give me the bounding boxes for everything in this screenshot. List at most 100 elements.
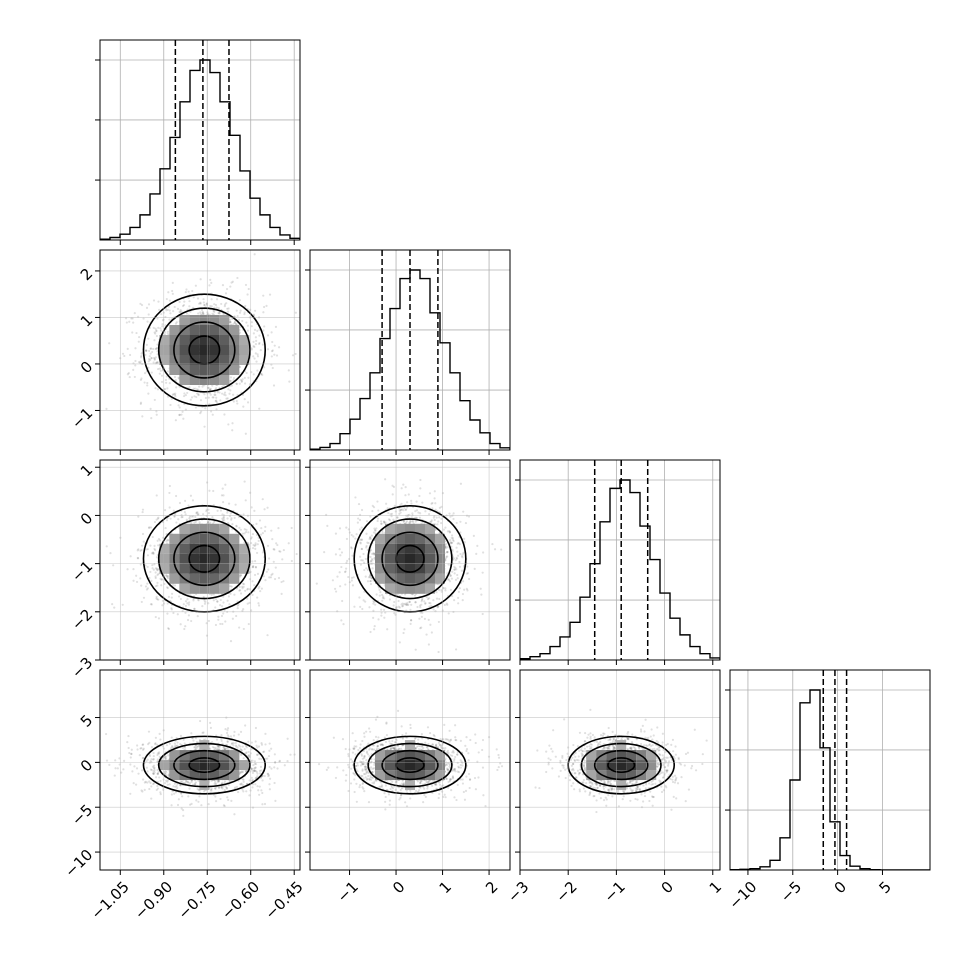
sample-point bbox=[273, 354, 275, 356]
sample-point bbox=[148, 527, 150, 529]
sample-point bbox=[410, 500, 412, 502]
sample-point bbox=[167, 539, 169, 541]
sample-point bbox=[223, 413, 225, 415]
sample-point bbox=[244, 398, 246, 400]
sample-point bbox=[262, 311, 264, 313]
sample-point bbox=[260, 527, 262, 529]
sample-point bbox=[210, 727, 212, 729]
density-cell bbox=[239, 554, 249, 564]
sample-point bbox=[271, 341, 273, 343]
sample-point bbox=[204, 603, 206, 605]
sample-point bbox=[123, 760, 125, 762]
sample-point bbox=[196, 392, 198, 394]
sample-point bbox=[169, 309, 171, 311]
sample-point bbox=[191, 290, 193, 292]
sample-point bbox=[224, 620, 226, 622]
sample-point bbox=[425, 633, 427, 635]
sample-point bbox=[385, 503, 387, 505]
sample-point bbox=[277, 527, 279, 529]
sample-point bbox=[443, 529, 445, 531]
sample-point bbox=[408, 493, 410, 495]
sample-point bbox=[256, 552, 258, 554]
sample-point bbox=[188, 517, 190, 519]
sample-point bbox=[254, 545, 256, 547]
sample-point bbox=[175, 386, 177, 388]
sample-point bbox=[113, 607, 115, 609]
sample-point bbox=[134, 376, 136, 378]
sample-point bbox=[411, 514, 413, 516]
sample-point bbox=[261, 779, 263, 781]
sample-point bbox=[156, 569, 158, 571]
sample-point bbox=[233, 594, 235, 596]
sample-point bbox=[367, 580, 369, 582]
sample-point bbox=[141, 601, 143, 603]
sample-point bbox=[215, 408, 217, 410]
sample-point bbox=[240, 574, 242, 576]
sample-point bbox=[292, 354, 294, 356]
density-cell bbox=[385, 574, 395, 584]
sample-point bbox=[150, 408, 152, 410]
panel-frame bbox=[520, 460, 720, 660]
sample-point bbox=[244, 480, 246, 482]
sample-point bbox=[357, 517, 359, 519]
sample-point bbox=[132, 322, 134, 324]
sample-point bbox=[203, 301, 205, 303]
sample-point bbox=[230, 800, 232, 802]
sample-point bbox=[353, 576, 355, 578]
sample-point bbox=[258, 335, 260, 337]
sample-point bbox=[392, 519, 394, 521]
sample-point bbox=[232, 618, 234, 620]
sample-point bbox=[140, 585, 142, 587]
sample-point bbox=[288, 369, 290, 371]
sample-point bbox=[169, 299, 171, 301]
sample-point bbox=[230, 376, 232, 378]
sample-point bbox=[374, 604, 376, 606]
sample-point bbox=[248, 288, 250, 290]
density-cell bbox=[219, 315, 229, 325]
sample-point bbox=[258, 408, 260, 410]
density-cell bbox=[405, 574, 415, 584]
sample-point bbox=[354, 538, 356, 540]
density-cell bbox=[239, 345, 249, 355]
sample-point bbox=[409, 609, 411, 611]
sample-point bbox=[252, 533, 254, 535]
sample-point bbox=[138, 336, 140, 338]
sample-point bbox=[480, 588, 482, 590]
sample-point bbox=[222, 612, 224, 614]
sample-point bbox=[132, 568, 134, 570]
sample-point bbox=[145, 548, 147, 550]
density-cell bbox=[179, 315, 189, 325]
sample-point bbox=[363, 599, 365, 601]
sample-point bbox=[237, 607, 239, 609]
sample-point bbox=[466, 588, 468, 590]
sample-point bbox=[188, 604, 190, 606]
sample-point bbox=[250, 609, 252, 611]
sample-point bbox=[122, 604, 124, 606]
sample-point bbox=[437, 520, 439, 522]
sample-point bbox=[262, 532, 264, 534]
sample-point bbox=[269, 294, 271, 296]
sample-point bbox=[141, 304, 143, 306]
sample-point bbox=[150, 417, 152, 419]
sample-point bbox=[146, 307, 148, 309]
sample-point bbox=[114, 759, 116, 761]
sample-point bbox=[366, 542, 368, 544]
sample-point bbox=[156, 414, 158, 416]
sample-point bbox=[404, 494, 406, 496]
sample-point bbox=[131, 770, 133, 772]
sample-point bbox=[247, 603, 249, 605]
sample-point bbox=[197, 513, 199, 515]
sample-point bbox=[203, 393, 205, 395]
sample-point bbox=[211, 305, 213, 307]
sample-point bbox=[184, 625, 186, 627]
sample-point bbox=[122, 353, 124, 355]
sample-point bbox=[447, 546, 449, 548]
y-tick-label: −3 bbox=[68, 654, 96, 682]
sample-point bbox=[457, 597, 459, 599]
sample-point bbox=[157, 544, 159, 546]
sample-point bbox=[149, 355, 151, 357]
sample-point bbox=[157, 758, 159, 760]
sample-point bbox=[397, 600, 399, 602]
sample-point bbox=[150, 347, 152, 349]
sample-point bbox=[461, 556, 463, 558]
